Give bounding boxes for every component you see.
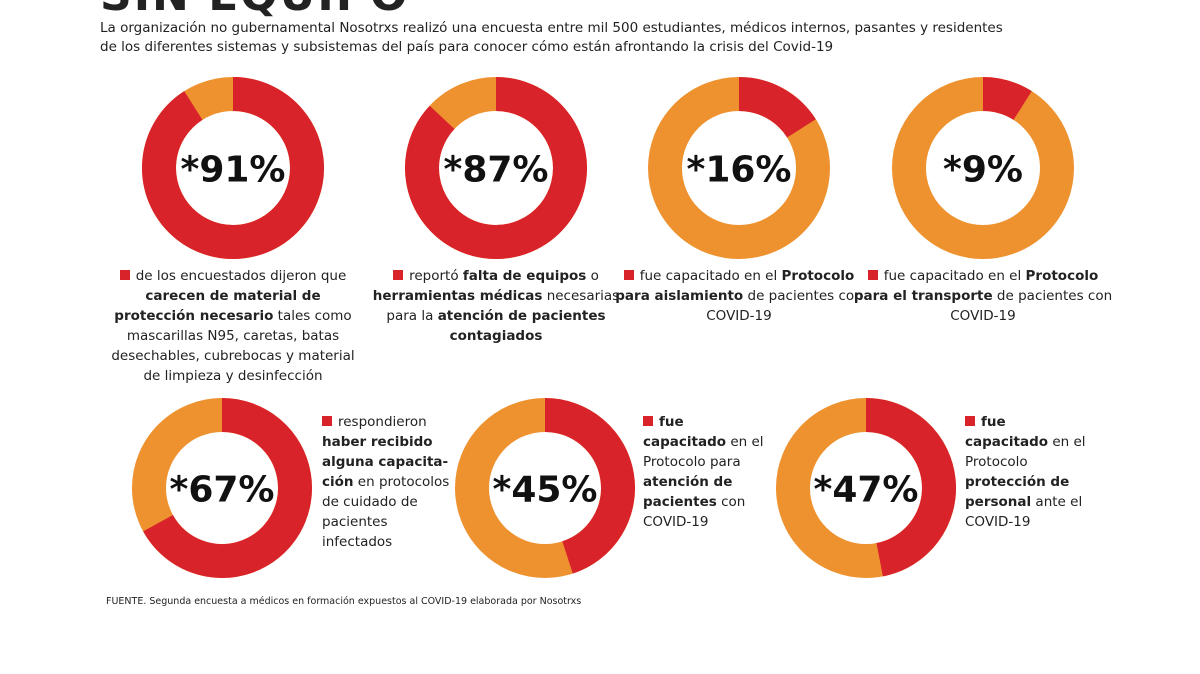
caption-text: ante el COVID-19: [965, 494, 1083, 530]
donut: *47%: [776, 398, 956, 578]
caption-bold: fue capacitado: [965, 414, 1049, 450]
caption-marker: [643, 416, 653, 426]
caption-text: en protocolos de cuidado de pacientes in…: [322, 474, 450, 550]
donut-segment: [405, 77, 587, 259]
caption: de los encuestados dijeron que carecen d…: [103, 266, 363, 386]
caption: reportó falta de equipos o herramientas …: [366, 266, 626, 346]
caption: fue capacitado en el Protocolo para el t…: [853, 266, 1113, 326]
donut-segment: [738, 77, 816, 139]
donut-segment: [982, 77, 1032, 121]
donut: *91%: [142, 77, 324, 259]
caption-bold: fue capacitado: [643, 414, 727, 450]
caption-text: de los encuestados dijeron que: [135, 268, 347, 284]
caption-bold: carecen de material de protección necesa…: [114, 288, 321, 324]
caption-bold: falta de equipos: [462, 268, 587, 284]
caption-text: respondieron: [338, 414, 427, 430]
donut-segment: [865, 398, 956, 577]
value-label: *45%: [493, 470, 598, 511]
value-label: *87%: [444, 150, 549, 191]
caption: fue capacitado en el Protocolo para aisl…: [609, 266, 869, 326]
caption: respondieron haber recibido alguna capac…: [322, 412, 450, 552]
caption-marker: [867, 270, 878, 280]
caption-marker: [393, 270, 404, 280]
caption-bold: Protocolo para el transporte: [853, 268, 1099, 304]
donut-segment: [143, 398, 312, 578]
caption: fue capacitado en el Protocolo para aten…: [643, 412, 771, 532]
caption-text: necesarias para la: [386, 288, 620, 324]
caption-text: tales como mascarillas N95, caretas, bat…: [111, 308, 355, 384]
value-label: *47%: [814, 470, 919, 511]
caption-text: en el Protocolo para: [643, 434, 764, 470]
caption-text: de pacientes con COVID-19: [950, 288, 1113, 324]
caption-marker: [119, 270, 130, 280]
title: SIN EQUIPO: [100, 0, 409, 21]
intro: La organización no gubernamental Nosotrx…: [100, 20, 1003, 55]
donut: *87%: [405, 77, 587, 259]
donut: *45%: [455, 398, 635, 578]
caption-text: con COVID-19: [643, 494, 746, 530]
caption-bold: Protocolo para aislamiento: [615, 268, 855, 304]
caption-text: fue capacitado en el: [883, 268, 1026, 284]
caption-text: o: [586, 268, 599, 284]
value-label: *16%: [687, 150, 792, 191]
value-label: *9%: [943, 150, 1023, 191]
caption-bold: haber recibido alguna capacita-ción: [322, 434, 449, 490]
caption-text: reportó: [409, 268, 463, 284]
donut: *67%: [132, 398, 312, 578]
value-label: *67%: [170, 470, 275, 511]
caption-bold: atención de pacientes contagiados: [437, 308, 606, 344]
caption-bold: protección de personal: [965, 474, 1070, 510]
caption-marker: [965, 416, 975, 426]
caption-text: de pacientes con COVID-19: [706, 288, 863, 324]
caption-marker: [322, 416, 332, 426]
caption-bold: herramientas médicas: [372, 288, 543, 304]
caption-text: fue capacitado en el: [639, 268, 782, 284]
donut: *16%: [648, 77, 830, 259]
caption-text: en el Protocolo: [965, 434, 1086, 470]
caption-bold: atención de pacientes: [643, 474, 733, 510]
donut-segment: [142, 77, 324, 259]
donut-segment: [544, 398, 635, 574]
caption: fue capacitado en el Protocolo protecció…: [965, 412, 1093, 532]
value-label: *91%: [181, 150, 286, 191]
source: FUENTE. Segunda encuesta a médicos en fo…: [106, 596, 582, 607]
caption-marker: [623, 270, 634, 280]
donut: *9%: [892, 77, 1074, 259]
